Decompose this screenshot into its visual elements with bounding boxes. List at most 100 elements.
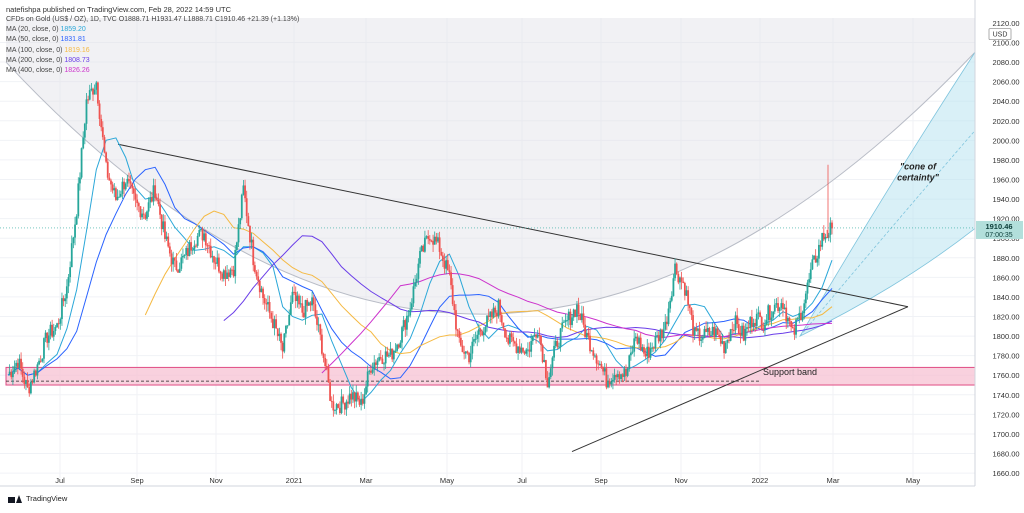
candle-body: [765, 320, 768, 325]
candle-body: [719, 336, 722, 344]
candle-body: [463, 352, 466, 354]
tradingview-footer[interactable]: TradingView: [8, 494, 67, 503]
candle-body: [137, 203, 140, 207]
candle-body: [468, 352, 470, 363]
legend-ma-row[interactable]: MA (400, close, 0) 1826.26: [6, 66, 299, 76]
candle-body: [737, 324, 740, 334]
candle-body: [646, 346, 649, 357]
candle-body: [245, 198, 248, 217]
candle-body: [453, 304, 456, 311]
candle-body: [572, 309, 575, 318]
x-tick-label: Jul: [55, 476, 65, 485]
candle-body: [173, 257, 176, 261]
candle-body: [664, 321, 667, 330]
candle-body: [209, 245, 212, 258]
candle-body: [111, 184, 114, 191]
candle-body: [428, 238, 431, 241]
candle-body: [283, 333, 286, 352]
candle-body: [821, 232, 824, 247]
y-tick-label: 1780.00: [992, 352, 1019, 361]
legend-ma-row[interactable]: MA (200, close, 0) 1808.73: [6, 56, 299, 66]
candle-body: [651, 347, 654, 349]
candle-body: [755, 313, 758, 326]
candle-body: [680, 277, 683, 282]
candle-body: [150, 197, 153, 202]
candle-body: [826, 236, 828, 238]
candle-body: [160, 214, 163, 230]
candle-body: [679, 277, 681, 283]
candle-body: [29, 381, 32, 394]
candle-body: [85, 99, 88, 124]
candle-body: [587, 332, 590, 336]
candle-body: [433, 236, 436, 245]
candle-body: [491, 311, 493, 318]
x-tick-label: 2021: [286, 476, 303, 485]
publisher-line: natefishpa published on TradingView.com,…: [6, 4, 231, 15]
legend-ma-row[interactable]: MA (100, close, 0) 1819.16: [6, 46, 299, 56]
candle-body: [360, 398, 363, 405]
candle-body: [250, 239, 253, 243]
legend-ma-row[interactable]: MA (20, close, 0) 1859.20: [6, 25, 299, 35]
candle-body: [371, 369, 374, 373]
candle-body: [579, 313, 582, 321]
candle-body: [79, 177, 81, 184]
candle-body: [677, 274, 680, 283]
candle-body: [513, 341, 516, 344]
candle-body: [51, 324, 54, 337]
candle-body: [182, 255, 184, 258]
candle-body: [448, 270, 451, 273]
candle-body: [571, 317, 573, 325]
candle-body: [366, 371, 369, 387]
candle-body: [479, 329, 482, 332]
candle-body: [185, 248, 188, 255]
legend-ma-value: 1859.20: [60, 26, 86, 34]
candle-body: [422, 245, 425, 252]
candle-body: [299, 303, 302, 305]
legend-ma-row[interactable]: MA (50, close, 0) 1831.81: [6, 35, 299, 45]
candle-body: [782, 303, 784, 310]
legend-ma-value: 1819.16: [64, 46, 90, 54]
candle-body: [347, 401, 349, 404]
candle-body: [324, 357, 327, 367]
candle-body: [607, 381, 609, 388]
candle-body: [386, 351, 389, 357]
triangle-lower-line: [571, 306, 909, 453]
candle-body: [492, 307, 495, 318]
candle-body: [36, 364, 39, 376]
candle-body: [698, 328, 701, 341]
candle-body: [734, 315, 737, 331]
candle-body: [482, 332, 485, 336]
candle-body: [301, 303, 304, 313]
candle-body: [101, 127, 104, 138]
candle-body: [67, 277, 70, 287]
candle-body: [87, 99, 90, 101]
candle-body: [708, 327, 711, 336]
candle-body: [154, 185, 157, 198]
candle-body: [530, 341, 533, 352]
candle-body: [616, 374, 619, 378]
candle-body: [791, 326, 794, 329]
candle-body: [592, 350, 595, 356]
candle-body: [505, 337, 508, 339]
candle-body: [337, 404, 340, 408]
candle-body: [80, 148, 83, 178]
candle-body: [75, 216, 78, 225]
legend-ma-label: MA (20, close, 0): [6, 26, 61, 34]
candle-body: [796, 318, 799, 320]
candle-body: [16, 362, 19, 368]
candle-body: [211, 256, 214, 258]
candle-body: [701, 338, 704, 340]
y-tick-label: 1680.00: [992, 450, 1019, 459]
candle-body: [456, 329, 459, 331]
candle-body: [294, 292, 297, 302]
candle-body: [115, 188, 117, 200]
candle-body: [549, 368, 552, 378]
candle-body: [667, 308, 670, 325]
candle-body: [90, 88, 93, 91]
candle-body: [95, 82, 98, 90]
candle-body: [420, 245, 423, 251]
candle-body: [407, 315, 410, 317]
candle-body: [224, 270, 227, 279]
